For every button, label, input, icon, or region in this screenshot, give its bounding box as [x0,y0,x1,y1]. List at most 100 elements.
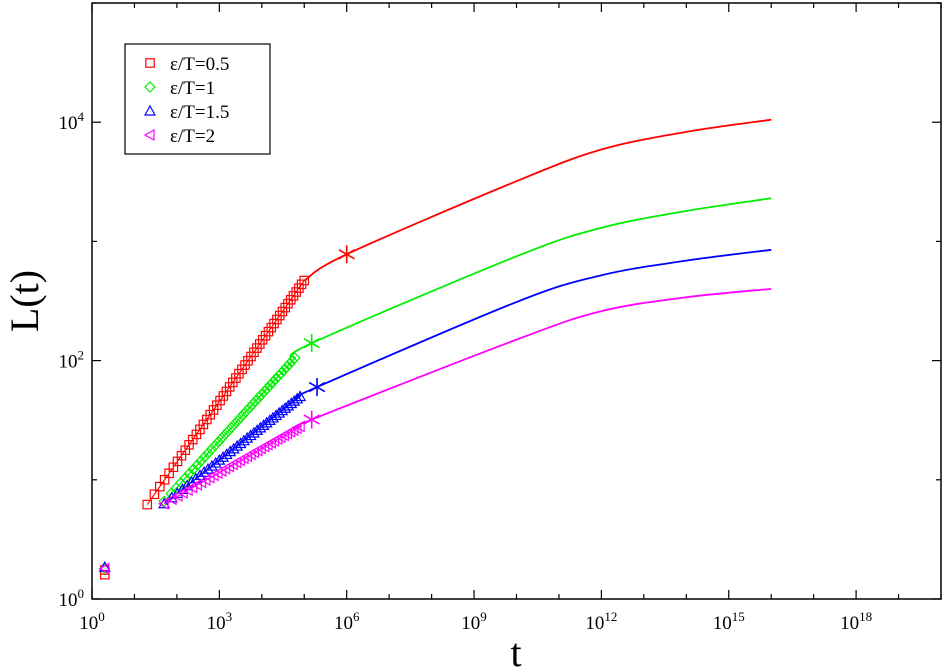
data-point [198,419,209,430]
series-layer [98,118,772,580]
data-point [198,451,211,463]
data-point [198,465,211,477]
legend-marker [143,128,155,142]
data-point [246,398,259,411]
data-point [171,489,183,502]
data-point [269,373,282,385]
data-point [247,426,260,438]
data-point [228,418,241,430]
data-point [278,364,290,376]
fit-line [303,118,772,282]
data-point [213,453,226,465]
legend-marker [145,58,155,68]
data-point [291,392,304,404]
data-point [191,429,202,440]
data-point [195,424,205,435]
data-point [187,463,200,476]
x-tick-label: 1012 [585,609,617,634]
data-point [275,367,288,379]
data-point [272,370,285,382]
legend-marker [143,104,157,116]
data-point [252,391,265,404]
data-point [209,456,222,468]
data-point [258,385,271,398]
legend-box [124,43,271,155]
data-point [225,421,238,434]
data-point [255,388,268,401]
fit-line [291,287,772,429]
data-point [219,428,231,441]
data-point [234,437,247,449]
x-tick-label: 100 [79,609,105,634]
series-2 [98,197,772,575]
data-point [154,481,165,492]
data-point [217,451,230,462]
series-3 [98,248,772,572]
fit-line [295,248,772,398]
data-point [142,499,153,510]
data-point [231,414,244,427]
data-line [146,280,305,505]
data-point [157,497,169,510]
data-point [222,425,235,437]
star-marker [308,378,326,397]
data-point [201,462,215,474]
y-tick-label: 104 [59,109,85,134]
data-point [202,414,212,425]
data-point [280,361,293,373]
data-point [215,432,228,445]
star-marker [303,410,320,429]
data-point [231,439,244,451]
data-point [202,447,214,459]
star-marker [303,334,320,353]
data-point [293,420,305,433]
data-point [234,411,247,424]
y-tick-label: 100 [59,586,85,611]
legend-label: ε/T=0.5 [170,54,229,75]
series-1 [99,118,772,580]
data-point [283,358,296,370]
data-point [240,404,253,417]
data-point [244,429,257,441]
data-point [241,431,254,443]
data-point [194,469,207,481]
data-point [243,401,256,414]
axis-layer: 100 103 106 109 1012 1015 1018 100 102 104 [59,2,942,634]
data-point [158,497,171,509]
y-axis-title: L(t) [2,270,47,332]
data-point [294,390,307,402]
data-point [195,455,207,467]
y-tick-label: 102 [59,348,85,373]
x-axis-title: t [510,630,521,671]
outlier-point [98,562,111,575]
x-tick-label: 103 [207,609,233,634]
data-point [227,442,240,454]
data-point [183,467,196,480]
data-point [237,434,250,446]
data-point [209,439,221,452]
legend-label: ε/T=2 [170,126,215,147]
data-point [249,395,262,407]
data-line [163,357,296,502]
data-point [288,352,301,364]
star-marker [338,245,355,264]
data-line [163,396,301,505]
legend: ε/T=0.5 ε/T=1 ε/T=1.5 ε/T=2 [124,43,271,155]
data-point [286,355,298,367]
data-point [299,275,310,286]
data-point [205,443,218,456]
x-tick-label: 1018 [840,609,872,634]
x-tick-label: 106 [334,609,360,634]
series-4 [98,287,772,575]
x-tick-label: 1015 [713,609,745,634]
data-point [220,448,233,460]
data-point [212,435,225,448]
data-point [237,408,250,420]
data-point [264,379,276,392]
data-point [191,459,204,471]
data-line [163,425,301,505]
legend-marker [144,81,156,93]
data-point [261,382,274,395]
x-tick-label: 109 [461,609,487,634]
